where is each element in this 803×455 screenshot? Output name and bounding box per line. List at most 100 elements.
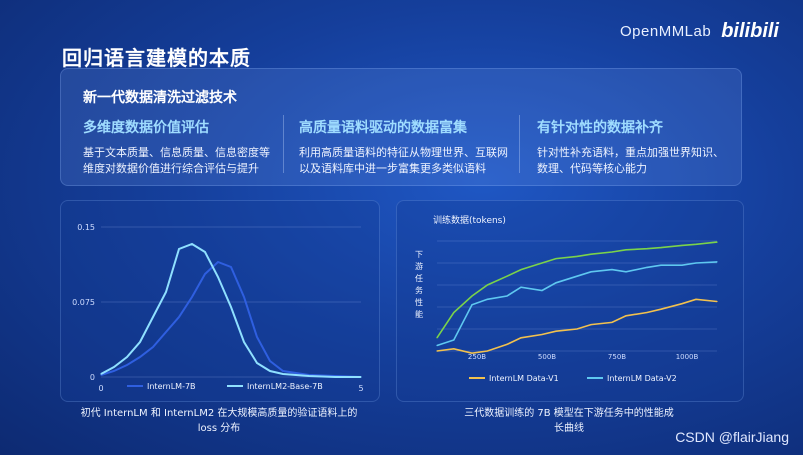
series-line-1 [100, 260, 362, 378]
data-point [625, 271, 627, 273]
column-title: 高质量语料驱动的数据富集 [299, 120, 467, 136]
data-point [269, 370, 271, 372]
data-point [576, 255, 578, 257]
data-point [576, 275, 578, 277]
data-point [100, 373, 102, 375]
loss-distribution-chart-box: 0 0.075 0.15 0 5 InternLM-7B InternLM2-Base-7B [60, 200, 380, 402]
bilibili-logo: bilibili [721, 20, 779, 42]
caption-line: 长曲线 [554, 423, 584, 434]
data-point [695, 298, 697, 300]
data-point [453, 339, 455, 341]
x-tick-label: 5 [358, 384, 363, 393]
performance-growth-chart-box: 训练数据(tokens) 下游任务性能 250B 500B 750B 1000B Inter… [396, 200, 744, 402]
watermark: CSDN @flairJiang [675, 429, 789, 445]
data-point [611, 269, 613, 271]
column-text-line: 利用高质量语料的特征从物理世界、互联网 [299, 146, 508, 159]
data-point [471, 304, 473, 306]
data-point [611, 251, 613, 253]
column-text-line: 维度对数据价值进行综合评估与提升 [83, 162, 259, 175]
data-point [126, 356, 128, 358]
data-point [611, 321, 613, 323]
data-point [165, 331, 167, 333]
loss-distribution-chart: 0 0.075 0.15 0 5 InternLM-7B InternLM2-Base-7B [72, 223, 363, 393]
left-caption: 初代 InternLM 和 InternLM2 在大规模高质量的验证语料上的 l… [60, 406, 378, 436]
data-point [541, 262, 543, 264]
data-point [576, 328, 578, 330]
data-point [334, 376, 336, 378]
data-point [716, 300, 718, 303]
caption-line: 三代数据训练的 7B 模型在下游任务中的性能成 [464, 408, 674, 419]
data-point [282, 370, 284, 372]
data-point [625, 315, 627, 317]
column-text-line: 针对性补充语料，重点加强世界知识、 [537, 146, 724, 159]
data-point [204, 273, 206, 275]
data-point [695, 262, 697, 264]
y-axis-label-char: 下 [415, 250, 423, 259]
data-point [282, 373, 284, 375]
column-targeted-supplement: 有针对性的数据补齐 针对性补充语料，重点加强世界知识、 数理、代码等核心能力 [537, 117, 737, 177]
y-axis-label-char: 任 [415, 273, 423, 283]
data-point [152, 346, 154, 348]
column-value-assessment: 多维度数据价值评估 基于文本质量、信息质量、信息密度等 维度对数据价值进行综合评… [83, 117, 283, 177]
data-point [256, 362, 258, 364]
x-tick-label: 750B [608, 353, 626, 361]
data-point [217, 261, 219, 263]
data-point [436, 337, 438, 339]
data-point [506, 275, 508, 277]
data-point [716, 261, 718, 263]
data-point [178, 248, 180, 250]
y-tick-label: 0 [90, 373, 95, 382]
data-point [191, 243, 193, 245]
data-point [555, 282, 557, 284]
data-point [681, 264, 683, 266]
data-point [695, 243, 697, 245]
chart-title: 训练数据(tokens) [433, 214, 506, 226]
data-point [204, 251, 206, 253]
data-point [139, 356, 141, 358]
data-point [486, 284, 488, 286]
column-divider [519, 115, 520, 173]
data-point [436, 344, 438, 347]
data-point [660, 247, 662, 249]
data-point [113, 370, 115, 372]
data-point [165, 291, 167, 293]
y-axis-label-char: 游 [415, 261, 423, 271]
data-point [269, 360, 271, 362]
data-point [471, 295, 473, 297]
data-point [520, 337, 522, 339]
data-point [541, 289, 543, 292]
data-point [308, 375, 310, 377]
column-title: 有针对性的数据补齐 [537, 120, 663, 136]
column-text-line: 基于文本质量、信息质量、信息密度等 [83, 146, 270, 159]
data-point [646, 311, 648, 314]
data-point [471, 352, 473, 354]
legend-label: InternLM Data-V2 [607, 374, 677, 383]
data-point [506, 295, 508, 297]
data-point [590, 271, 592, 273]
data-point [506, 343, 508, 345]
x-tick-label: 1000B [676, 353, 699, 361]
data-point [590, 324, 592, 326]
data-point [453, 311, 455, 314]
data-point [217, 276, 219, 278]
legend-label: InternLM2-Base-7B [247, 382, 323, 391]
data-point [178, 316, 180, 318]
data-point [660, 264, 662, 266]
x-tick-label: 0 [98, 384, 103, 393]
data-point [243, 296, 245, 298]
column-title: 多维度数据价值评估 [83, 120, 209, 136]
data-point [453, 348, 455, 350]
data-point [660, 308, 662, 310]
data-point [100, 374, 102, 376]
caption-line: loss 分布 [197, 423, 241, 434]
data-point [681, 244, 683, 246]
legend-label: InternLM Data-V1 [489, 374, 559, 383]
data-point [590, 253, 592, 255]
data-point [486, 350, 488, 352]
data-point [152, 316, 154, 318]
data-point [555, 330, 557, 332]
brand-area: OpenMMLab bilibili [620, 20, 779, 43]
y-axis-label-char: 务 [415, 285, 423, 295]
y-tick-label: 0.15 [77, 223, 95, 232]
